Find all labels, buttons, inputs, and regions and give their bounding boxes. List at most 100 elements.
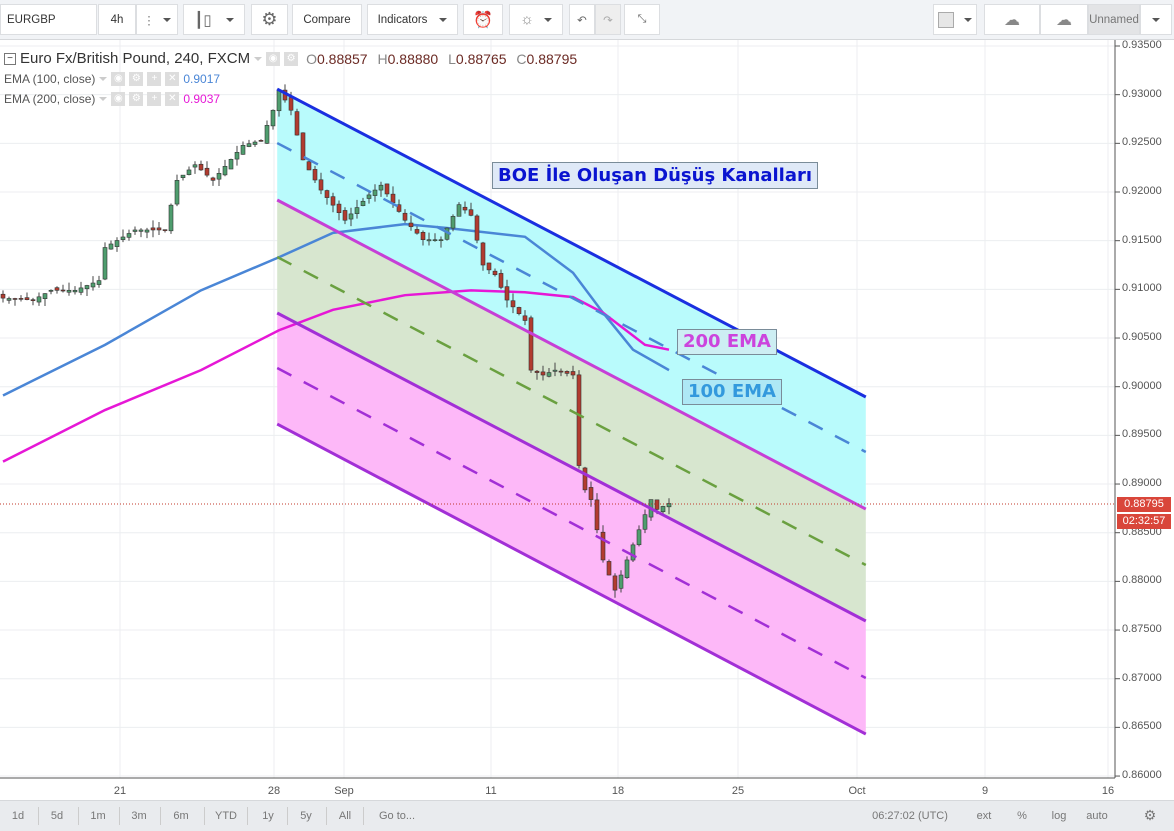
chevron-down-icon[interactable]	[99, 77, 108, 81]
candle	[312, 169, 318, 181]
percent-scale-button[interactable]: %	[1017, 810, 1027, 822]
range-button-3m[interactable]: 3m	[131, 810, 147, 822]
alert-button[interactable]: ⏰	[463, 4, 503, 35]
gear-icon[interactable]: ⚙	[129, 92, 144, 106]
layout-name-button[interactable]: Unnamed	[1088, 4, 1140, 35]
chevron-down-icon[interactable]	[254, 56, 263, 61]
ema200-annotation[interactable]: 200 EMA	[677, 329, 777, 355]
candle	[96, 280, 102, 285]
eye-icon[interactable]: ◉	[266, 51, 281, 66]
ideas-button[interactable]: ☼	[509, 4, 563, 35]
ema200-label[interactable]: EMA (200, close)	[4, 92, 96, 106]
color-picker-button[interactable]	[933, 4, 977, 35]
channel-line-mid-purple-dashed[interactable]	[276, 366, 867, 680]
candle	[420, 231, 426, 241]
collapse-icon[interactable]: −	[4, 52, 16, 65]
extended-hours-button[interactable]: ext	[976, 810, 992, 822]
gear-icon[interactable]: ⚙	[129, 72, 144, 86]
candle	[12, 298, 18, 300]
candle	[60, 289, 66, 292]
chart-type-button[interactable]: ┃▯	[183, 4, 245, 35]
candle	[630, 544, 636, 561]
eye-icon[interactable]: ◉	[111, 92, 126, 106]
ema100-annotation[interactable]: 100 EMA	[682, 379, 782, 405]
top-toolbar: EURGBP 4h ⋮ ┃▯ ⚙ Compare Indicators ⏰ ☼ …	[0, 0, 1174, 40]
undo-button[interactable]: ↶	[569, 4, 595, 35]
close-icon[interactable]: ✕	[165, 92, 180, 106]
eye-icon[interactable]: ◉	[111, 72, 126, 86]
channel-line-purple[interactable]	[276, 311, 867, 623]
channel-line-mid-green-dashed[interactable]	[276, 255, 867, 567]
channel-line-lower-purple[interactable]	[276, 422, 867, 736]
ema100-line[interactable]	[2, 222, 670, 397]
range-button-1y[interactable]: 1y	[262, 810, 274, 822]
candle	[102, 247, 108, 280]
compare-label: Compare	[303, 13, 351, 26]
load-layout-button[interactable]: ☁	[984, 4, 1040, 35]
price-tick-label: 0.89000	[1122, 477, 1162, 490]
bottom-toolbar: 1d 5d 1m 3m 6m YTD 1y 5y All Go to... 06:27:02 (UT…	[0, 800, 1174, 831]
candle	[276, 89, 282, 112]
price-tick-label: 0.86000	[1122, 769, 1162, 782]
candle	[582, 467, 588, 491]
candle	[660, 506, 666, 512]
redo-button[interactable]: ↷	[595, 4, 621, 35]
range-button-5d[interactable]: 5d	[50, 810, 64, 822]
candle	[600, 531, 606, 561]
candle	[222, 166, 228, 176]
range-button-6m[interactable]: 6m	[173, 810, 189, 822]
ema100-value: 0.9017	[183, 72, 221, 86]
symbol-text: EURGBP	[7, 13, 56, 26]
gear-icon[interactable]: ⚙	[1143, 807, 1157, 823]
symbol-input[interactable]: EURGBP	[0, 4, 97, 35]
interval-dropdown[interactable]: ⋮	[136, 4, 178, 35]
settings-button[interactable]: ⚙	[251, 4, 288, 35]
price-tick-label: 0.93000	[1122, 87, 1162, 100]
candle	[204, 167, 210, 176]
ema100-label[interactable]: EMA (100, close)	[4, 72, 96, 86]
plus-icon[interactable]: +	[147, 72, 162, 86]
price-chart[interactable]	[0, 0, 1174, 800]
indicators-button[interactable]: Indicators	[367, 4, 458, 35]
save-layout-button[interactable]: ☁	[1040, 4, 1088, 35]
goto-button[interactable]: Go to...	[378, 810, 416, 822]
candle	[156, 227, 162, 231]
candle	[84, 285, 90, 290]
range-button-ytd[interactable]: YTD	[215, 810, 237, 822]
time-tick-label: 16	[1101, 785, 1115, 797]
channel-line-magenta[interactable]	[276, 198, 867, 511]
candle	[564, 371, 570, 374]
close-label: C	[516, 50, 527, 67]
candle	[510, 300, 516, 308]
close-icon[interactable]: ✕	[165, 72, 180, 86]
range-button-5y[interactable]: 5y	[300, 810, 312, 822]
chevron-down-icon[interactable]	[99, 97, 108, 101]
candle	[384, 183, 390, 195]
candle	[432, 239, 438, 242]
candle	[234, 151, 240, 160]
gear-icon[interactable]: ⚙	[284, 51, 299, 66]
log-scale-button[interactable]: log	[1051, 810, 1067, 822]
auto-scale-button[interactable]: auto	[1086, 810, 1108, 822]
interval-button[interactable]: 4h	[98, 4, 136, 35]
candle	[48, 290, 54, 292]
range-button-1m[interactable]: 1m	[90, 810, 106, 822]
layout-dropdown[interactable]	[1140, 4, 1172, 35]
candle	[504, 286, 510, 301]
ema200-line[interactable]	[2, 289, 670, 463]
candle	[168, 204, 174, 232]
plus-icon[interactable]: +	[147, 92, 162, 106]
candle	[594, 499, 600, 531]
gear-icon: ⚙	[261, 9, 278, 29]
candle	[426, 239, 432, 242]
fullscreen-button[interactable]: ⤡	[624, 4, 660, 35]
series-title[interactable]: Euro Fx/British Pound, 240, FXCM	[20, 50, 251, 67]
candle	[570, 371, 576, 376]
price-tick-label: 0.90500	[1122, 331, 1162, 344]
low-label: L	[448, 50, 456, 67]
range-button-1d[interactable]: 1d	[11, 810, 25, 822]
range-button-all[interactable]: All	[338, 810, 352, 822]
compare-button[interactable]: Compare	[292, 4, 362, 35]
candle	[108, 243, 114, 250]
channel-title-annotation[interactable]: BOE İle Oluşan Düşüş Kanalları	[492, 162, 819, 189]
